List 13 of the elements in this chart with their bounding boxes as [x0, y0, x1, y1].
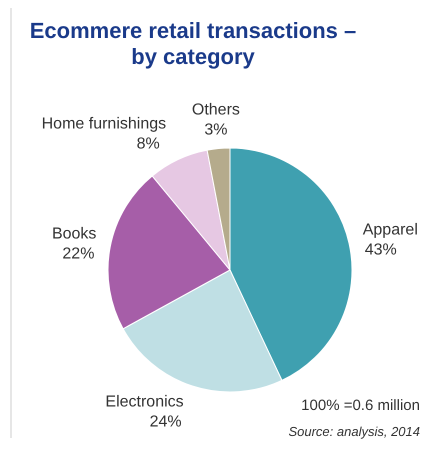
slice-label: Electronics [105, 394, 184, 411]
data-label: 43% [364, 241, 397, 258]
data-label: 3% [204, 122, 228, 139]
slice-label: Apparel [362, 221, 418, 238]
data-label: 8% [136, 135, 160, 152]
chart-title: Ecommere retail transactions – by category [30, 18, 356, 69]
slice-label: Others [192, 102, 240, 119]
text: 100% =0.6 million [301, 397, 420, 414]
data-label: 22% [62, 246, 94, 263]
data-label: 24% [150, 414, 182, 431]
source-note: Source: analysis, 2014 [288, 424, 420, 439]
slice-label: Home furnishings [42, 115, 166, 132]
slice-label: Books [52, 226, 96, 243]
